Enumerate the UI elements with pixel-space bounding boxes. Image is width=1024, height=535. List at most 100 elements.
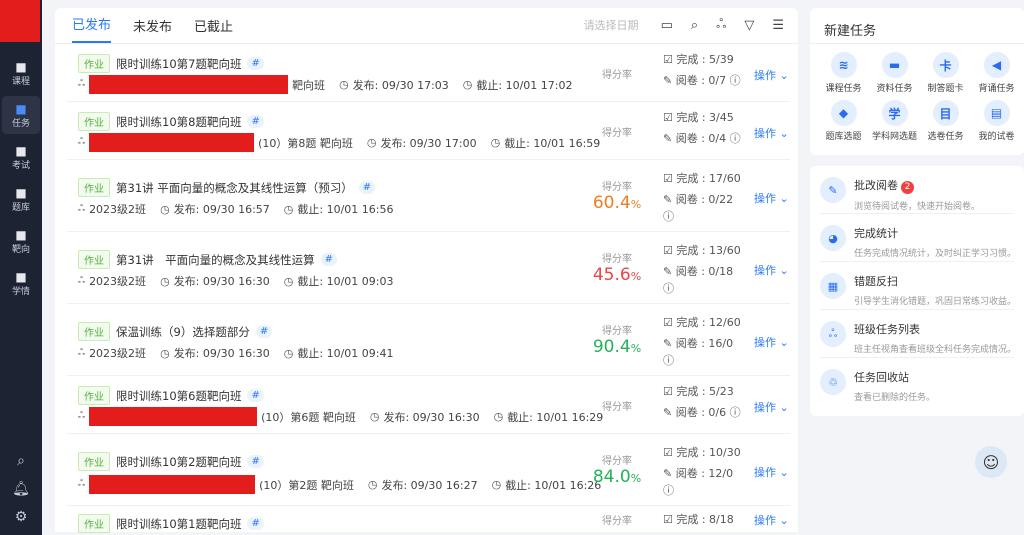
score-rate: 得分率 (587, 398, 647, 413)
sidebar-item-1[interactable]: ■ 任务 (2, 96, 40, 134)
new-task-4[interactable]: ◆ 题库选题 (818, 100, 869, 142)
new-task-1[interactable]: ▬ 资料任务 (869, 52, 920, 94)
tool-title-line: 任务回收站 (854, 369, 935, 385)
tool-item-1[interactable]: ◕ 完成统计 任务完成情况统计，及时纠正学习习惯。 (820, 214, 1017, 262)
tab-unpublished[interactable]: 未发布 (133, 20, 173, 35)
tool-title-line: 批改阅卷 2 (854, 177, 980, 194)
operation-button[interactable]: 操作 ⌄ (754, 464, 789, 480)
info-icon[interactable]: ⓘ (663, 282, 674, 295)
sidebar-item-label: 题库 (11, 202, 30, 213)
grading-text: 阅卷 : 16/0 (675, 337, 734, 350)
hash-tag-button[interactable]: # (255, 325, 273, 338)
search-icon[interactable]: ⌕ (17, 453, 25, 469)
operation-label: 操作 (754, 69, 776, 82)
menu-icon[interactable]: ☰ (772, 17, 784, 33)
task-title[interactable]: 限时训练10第7题靶向班 (116, 56, 242, 71)
info-icon[interactable]: ⓘ (726, 132, 741, 145)
speaker-icon: ◀ (983, 52, 1010, 78)
operation-label: 操作 (754, 264, 776, 277)
filter-icon[interactable]: ▽ (744, 17, 755, 33)
tool-item-3[interactable]: ஃ 班级任务列表 班主任视角查看班级全科任务完成情况。 (820, 310, 1016, 358)
task-title[interactable]: 第31讲 平面向量的概念及其线性运算 (116, 252, 315, 267)
new-task-label: 背诵任务 (978, 84, 1015, 94)
task-stats: ☑ 完成 : 8/18 (663, 509, 734, 530)
new-task-5[interactable]: 学学科网选题 (869, 100, 920, 142)
sidebar-item-5[interactable]: ■ 学情 (2, 264, 40, 302)
task-list-panel: 已发布 未发布 已截止 请选择日期 ▭ ⌕ ஃ ▽ ☰ 作业 限时训练10第7题靶… (55, 8, 798, 533)
date-picker[interactable]: 请选择日期 (583, 19, 639, 32)
bell-icon[interactable]: 🔔︎ (12, 481, 30, 497)
checkbox-icon: ☑ (663, 111, 677, 124)
task-title[interactable]: 保温训练（9）选择题部分 (116, 324, 250, 339)
info-icon[interactable]: ⓘ (726, 406, 741, 419)
file-icon: ▦ (820, 273, 846, 299)
new-task-2[interactable]: 卡制答题卡 (920, 52, 971, 94)
info-icon[interactable]: ⓘ (663, 484, 674, 497)
hash-tag-button[interactable]: # (247, 389, 264, 402)
clock-icon: ◷ (369, 410, 380, 423)
task-title[interactable]: 限时训练10第2题靶向班 (116, 454, 242, 469)
score-value: 60.4% (587, 193, 647, 213)
tool-item-0[interactable]: ✎ 批改阅卷 2 浏览待阅试卷，快速开始阅卷。 (820, 166, 1014, 214)
book-icon: ■ (15, 59, 27, 74)
score-rate: 得分率 (587, 512, 647, 527)
task-title[interactable]: 第31讲 平面向量的概念及其线性运算（预习） (116, 180, 353, 195)
sidebar-item-3[interactable]: ■ 题库 (2, 180, 40, 218)
score-label: 得分率 (602, 326, 632, 337)
gear-icon[interactable]: ⚙ (14, 509, 28, 525)
new-task-6[interactable]: 目选卷任务 (920, 100, 971, 142)
new-task-3[interactable]: ◀ 背诵任务 (971, 52, 1022, 94)
tool-item-4[interactable]: ♲ 任务回收站 查看已删除的任务。 (820, 358, 1014, 406)
assistant-icon[interactable]: ☺ (975, 446, 1007, 478)
tab-closed[interactable]: 已截止 (194, 20, 234, 35)
new-task-0[interactable]: ≋ 课程任务 (818, 52, 869, 94)
tool-title: 任务回收站 (854, 371, 909, 384)
tool-item-2[interactable]: ▦ 错题反扫 引导学生消化错题，巩固日常练习收益。 (820, 262, 1016, 310)
calendar-icon[interactable]: ▭ (660, 17, 673, 33)
sidebar-item-0[interactable]: ■ 课程 (2, 54, 40, 92)
grading-text: 阅卷 : 0/4 (675, 132, 727, 145)
completion-text: 完成 : 8/18 (676, 513, 734, 526)
score-percent: % (630, 270, 642, 283)
info-icon[interactable]: ⓘ (663, 210, 674, 223)
task-title-line: 作业 限时训练10第7题靶向班 # (78, 54, 264, 73)
task-title[interactable]: 限时训练10第1题靶向班 (116, 516, 242, 531)
checkbox-icon: ☑ (663, 244, 677, 257)
tab-published[interactable]: 已发布 (72, 14, 112, 43)
edit-icon: ✎ (663, 132, 676, 145)
task-title[interactable]: 限时训练10第6题靶向班 (116, 388, 242, 403)
user-filter-icon[interactable]: ஃ (716, 17, 727, 32)
task-row: 作业 限时训练10第2题靶向班 # ஃ (10）第2题 靶向班 ◷ 发布: 09/30 16… (67, 434, 790, 506)
operation-button[interactable]: 操作 ⌄ (754, 262, 789, 278)
grading: ✎ 阅卷 : 0/6 ⓘ (663, 402, 741, 423)
task-class: 靶向班 (292, 78, 326, 92)
hash-tag-button[interactable]: # (320, 253, 338, 266)
grading: ✎ 阅卷 : 0/7 ⓘ (663, 70, 741, 91)
operation-button[interactable]: 操作 ⌄ (754, 125, 789, 141)
sidebar-item-4[interactable]: ■ 靶向 (2, 222, 40, 260)
hash-tag-button[interactable]: # (247, 455, 264, 468)
score-rate: 得分率 90.4% (587, 322, 647, 357)
grading: ✎ 阅卷 : 12/0 (663, 463, 741, 484)
info-icon[interactable]: ⓘ (663, 354, 674, 367)
search-icon[interactable]: ⌕ (690, 17, 699, 33)
hash-tag-button[interactable]: # (247, 57, 264, 70)
sidebar-item-2[interactable]: ■ 考试 (2, 138, 40, 176)
task-type-tag: 作业 (78, 250, 110, 269)
info-icon[interactable]: ⓘ (726, 74, 741, 87)
hash-tag-button[interactable]: # (247, 115, 264, 128)
new-task-label: 制答题卡 (927, 84, 964, 94)
operation-button[interactable]: 操作 ⌄ (754, 512, 789, 528)
task-title[interactable]: 限时训练10第8题靶向班 (116, 114, 242, 129)
hash-tag-button[interactable]: # (247, 517, 264, 530)
hash-tag-button[interactable]: # (358, 181, 376, 194)
score-label: 得分率 (602, 182, 632, 193)
operation-button[interactable]: 操作 ⌄ (754, 67, 789, 83)
operation-button[interactable]: 操作 ⌄ (754, 399, 789, 415)
tool-desc: 任务完成情况统计，及时纠正学习习惯。 (854, 249, 1017, 259)
task-title-line: 作业 限时训练10第6题靶向班 # (78, 386, 264, 405)
new-task-7[interactable]: ▤ 我的试卷 (971, 100, 1022, 142)
operation-button[interactable]: 操作 ⌄ (754, 334, 789, 350)
operation-button[interactable]: 操作 ⌄ (754, 190, 789, 206)
chevron-down-icon: ⌄ (776, 514, 789, 527)
